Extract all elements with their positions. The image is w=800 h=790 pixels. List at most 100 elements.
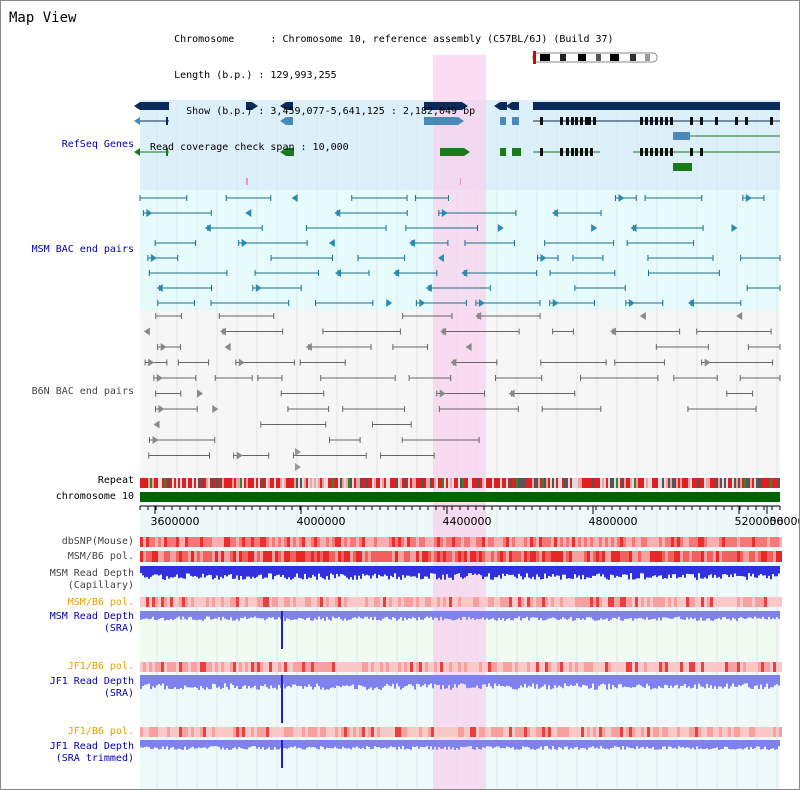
track-label-msm-bac[interactable]: MSM BAC end pairs bbox=[31, 244, 134, 255]
polymorphism-block bbox=[527, 537, 530, 547]
read-depth-bar bbox=[290, 740, 292, 747]
polymorphism-block bbox=[554, 597, 557, 607]
read-depth-bar bbox=[462, 611, 464, 617]
read-depth-bar bbox=[632, 740, 634, 749]
read-depth-bar bbox=[264, 611, 266, 621]
repeat-block bbox=[732, 478, 734, 488]
read-depth-bar bbox=[714, 566, 716, 575]
read-depth-bar bbox=[240, 611, 242, 618]
read-depth-bar bbox=[688, 675, 690, 687]
track-label-chromosome[interactable]: chromosome 10 bbox=[55, 491, 134, 502]
polymorphism-block bbox=[575, 662, 578, 672]
track-label-b6n-bac[interactable]: B6N BAC end pairs bbox=[31, 386, 134, 397]
read-depth-bar bbox=[412, 740, 414, 747]
strand-arrow bbox=[156, 284, 163, 292]
track-label-jf1-depth-trimmed[interactable]: JF1 Read Depth bbox=[49, 741, 134, 752]
repeat-block bbox=[420, 478, 422, 488]
polymorphism-block bbox=[602, 662, 605, 672]
read-depth-bar bbox=[268, 566, 270, 574]
read-depth-bar bbox=[400, 740, 402, 749]
polymorphism-block bbox=[329, 597, 332, 607]
polymorphism-block bbox=[488, 727, 491, 737]
strand-arrow bbox=[224, 343, 231, 351]
read-depth-bar bbox=[298, 611, 300, 618]
polymorphism-block bbox=[458, 551, 461, 562]
read-depth-bar bbox=[728, 740, 730, 750]
read-depth-bar bbox=[536, 740, 538, 749]
polymorphism-block bbox=[443, 662, 446, 672]
read-depth-bar bbox=[766, 611, 768, 620]
polymorphism-block bbox=[647, 727, 650, 737]
repeat-block bbox=[584, 478, 586, 488]
read-depth-bar bbox=[246, 740, 248, 750]
polymorphism-block bbox=[173, 537, 176, 547]
track-label-jf1-b6-pol[interactable]: JF1/B6 pol. bbox=[67, 661, 134, 672]
polymorphism-block bbox=[278, 551, 281, 562]
polymorphism-block bbox=[761, 537, 764, 547]
read-depth-bar bbox=[566, 566, 568, 579]
track-label-msm-depth-capillary[interactable]: MSM Read Depth bbox=[49, 568, 134, 579]
read-depth-bar bbox=[730, 566, 732, 575]
read-depth-bar bbox=[242, 740, 244, 749]
read-depth-bar bbox=[310, 611, 312, 621]
read-depth-bar bbox=[698, 675, 700, 684]
read-depth-bar bbox=[514, 611, 516, 619]
track-label-msm-depth-sra[interactable]: MSM Read Depth bbox=[49, 611, 134, 622]
polymorphism-block bbox=[236, 597, 239, 607]
repeat-block bbox=[460, 478, 462, 488]
repeat-block bbox=[176, 478, 178, 488]
read-depth-bar bbox=[684, 566, 686, 578]
read-depth-bar bbox=[706, 611, 708, 619]
read-depth-bar bbox=[724, 675, 726, 687]
read-depth-bar bbox=[192, 675, 194, 688]
read-depth-bar bbox=[204, 675, 206, 690]
repeat-block bbox=[498, 478, 500, 488]
read-depth-bar bbox=[208, 566, 210, 575]
track-label-dbsnp[interactable]: dbSNP(Mouse) bbox=[61, 536, 134, 547]
read-depth-bar bbox=[488, 740, 490, 747]
polymorphism-block bbox=[266, 551, 269, 562]
polymorphism-block bbox=[599, 537, 602, 547]
polymorphism-block bbox=[365, 537, 368, 547]
track-label-msm-b6-pol[interactable]: MSM/B6 pol. bbox=[67, 551, 134, 562]
polymorphism-block bbox=[710, 662, 713, 672]
read-depth-bar bbox=[484, 740, 486, 748]
polymorphism-block bbox=[272, 662, 275, 672]
polymorphism-block bbox=[638, 597, 641, 607]
polymorphism-block bbox=[257, 727, 260, 737]
track-label-refseq-genes[interactable]: RefSeq Genes bbox=[61, 139, 134, 150]
read-depth-bar bbox=[428, 566, 430, 579]
polymorphism-block bbox=[260, 551, 263, 562]
read-depth-bar bbox=[182, 566, 184, 579]
track-label-repeat[interactable]: Repeat bbox=[97, 475, 134, 486]
read-depth-bar bbox=[158, 611, 160, 620]
read-depth-bar bbox=[264, 740, 266, 750]
polymorphism-block bbox=[467, 537, 470, 547]
polymorphism-block bbox=[677, 537, 680, 547]
repeat-block bbox=[658, 478, 660, 488]
track-label-jf1-depth-sra[interactable]: JF1 Read Depth bbox=[49, 676, 134, 687]
read-depth-bar bbox=[692, 740, 694, 748]
read-depth-bar bbox=[742, 566, 744, 577]
polymorphism-block bbox=[479, 551, 482, 562]
gene-feature bbox=[690, 148, 693, 156]
repeat-block bbox=[670, 478, 672, 488]
polymorphism-block bbox=[692, 551, 695, 562]
read-depth-bar bbox=[766, 675, 768, 684]
strand-arrow bbox=[150, 254, 157, 262]
read-depth-bar bbox=[418, 566, 420, 574]
track-label-msm-b6-pol-2[interactable]: MSM/B6 pol. bbox=[67, 597, 134, 608]
read-depth-bar bbox=[316, 675, 318, 684]
read-depth-bar bbox=[364, 675, 366, 687]
read-depth-bar bbox=[438, 675, 440, 685]
read-depth-bar bbox=[196, 675, 198, 689]
track-label-jf1-b6-pol-2[interactable]: JF1/B6 pol. bbox=[67, 726, 134, 737]
polymorphism-block bbox=[239, 597, 242, 607]
polymorphism-block bbox=[617, 727, 620, 737]
read-depth-bar bbox=[498, 611, 500, 619]
read-depth-bar bbox=[382, 740, 384, 748]
read-depth-bar bbox=[380, 675, 382, 690]
polymorphism-block bbox=[701, 597, 704, 607]
read-depth-bar bbox=[314, 675, 316, 688]
